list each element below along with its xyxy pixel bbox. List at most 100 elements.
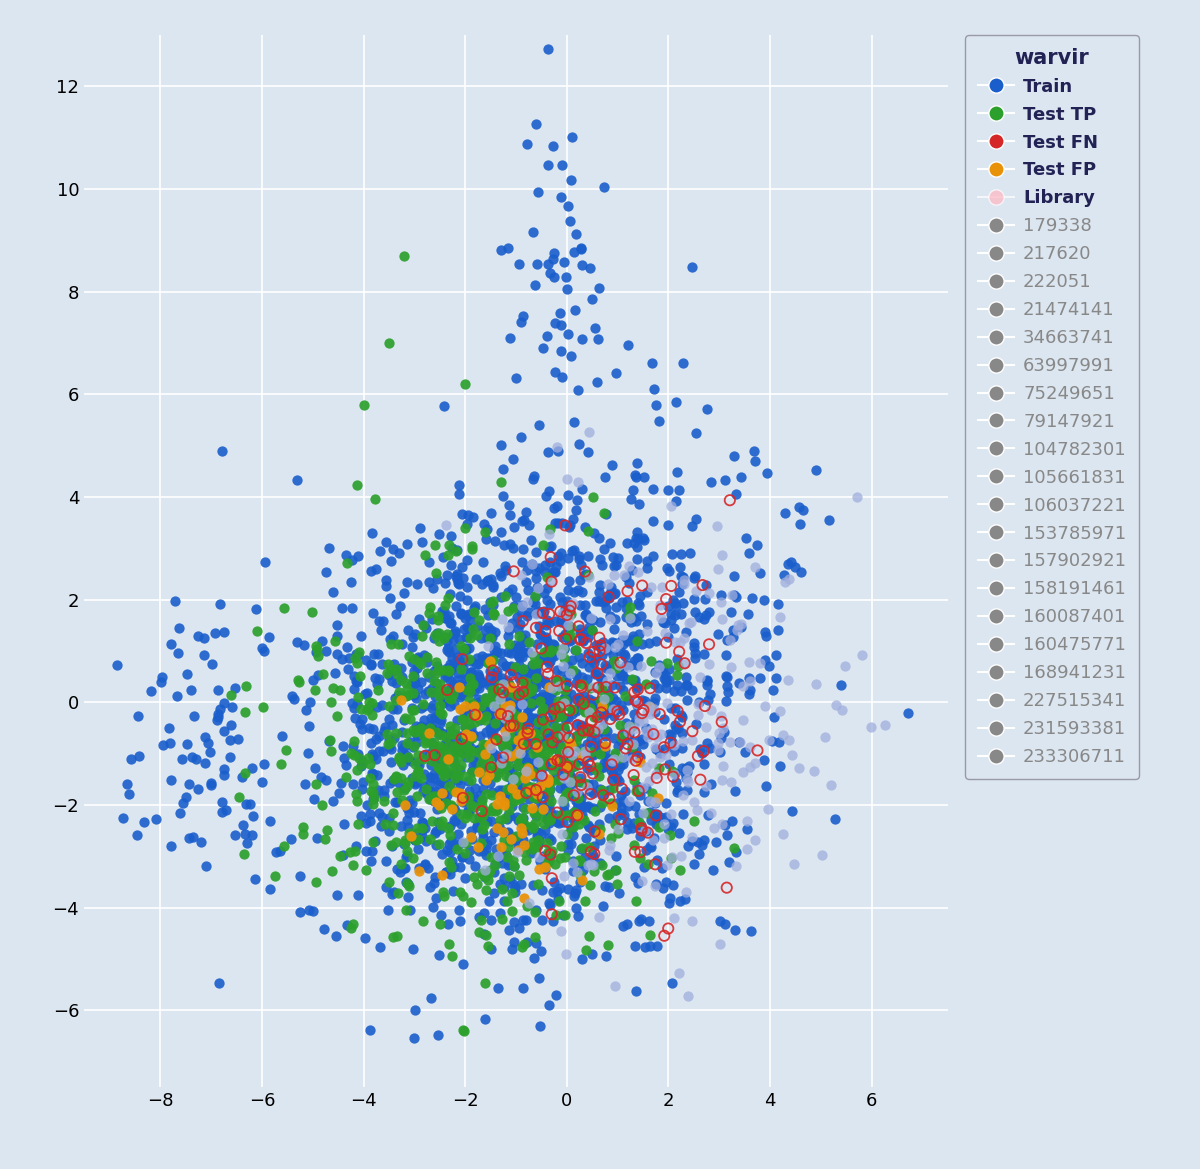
Point	[578, 547, 598, 566]
Point	[515, 732, 534, 750]
Point	[610, 705, 629, 724]
Point	[463, 725, 482, 743]
Point	[473, 796, 492, 815]
Point	[413, 818, 432, 837]
Point	[538, 699, 557, 718]
Point	[742, 921, 761, 940]
Point	[527, 618, 546, 637]
Point	[408, 658, 427, 677]
Point	[550, 749, 569, 768]
Point	[380, 589, 400, 608]
Point	[572, 256, 592, 275]
Point	[502, 779, 521, 797]
Point	[305, 789, 324, 808]
Point	[726, 920, 745, 939]
Point	[667, 676, 686, 694]
Point	[604, 634, 623, 652]
Point	[461, 707, 480, 726]
Point	[550, 672, 569, 691]
Point	[316, 830, 335, 849]
Point	[482, 682, 502, 700]
Point	[632, 635, 652, 653]
Point	[583, 845, 602, 864]
Point	[443, 539, 462, 558]
Point	[438, 736, 457, 755]
Point	[496, 683, 515, 701]
Point	[515, 816, 534, 835]
Point	[416, 780, 436, 798]
Point	[457, 704, 476, 722]
Point	[451, 815, 470, 833]
Point	[559, 325, 578, 344]
Point	[382, 836, 401, 855]
Point	[476, 802, 496, 821]
Point	[619, 791, 638, 810]
Point	[526, 710, 545, 728]
Point	[594, 720, 613, 739]
Point	[197, 857, 216, 876]
Point	[368, 781, 388, 800]
Point	[568, 715, 587, 734]
Point	[528, 838, 547, 857]
Point	[553, 606, 572, 624]
Point	[606, 692, 625, 711]
Point	[672, 575, 691, 594]
Point	[628, 523, 647, 541]
Point	[526, 671, 545, 690]
Point	[530, 624, 550, 643]
Point	[541, 770, 560, 789]
Point	[376, 718, 395, 736]
Point	[625, 936, 644, 955]
Point	[565, 300, 584, 319]
Point	[464, 867, 484, 886]
Point	[527, 781, 546, 800]
Point	[476, 530, 496, 548]
Point	[538, 794, 557, 812]
Point	[726, 588, 745, 607]
Point	[498, 713, 517, 732]
Point	[698, 691, 718, 710]
Point	[398, 621, 418, 639]
Point	[516, 850, 535, 869]
Point	[529, 712, 548, 731]
Point	[328, 616, 347, 635]
Point	[424, 789, 443, 808]
Point	[643, 512, 662, 531]
Point	[623, 561, 642, 580]
Point	[508, 776, 527, 795]
Point	[484, 823, 503, 842]
Point	[494, 535, 514, 554]
Point	[529, 831, 548, 850]
Point	[382, 659, 401, 678]
Point	[576, 703, 595, 721]
Point	[430, 725, 449, 743]
Point	[600, 781, 619, 800]
Point	[583, 489, 602, 507]
Point	[490, 787, 509, 805]
Point	[613, 793, 632, 811]
Point	[431, 747, 450, 766]
Point	[724, 839, 743, 858]
Point	[497, 711, 516, 729]
Point	[835, 657, 854, 676]
Point	[431, 772, 450, 790]
Point	[530, 692, 550, 711]
Point	[757, 627, 776, 645]
Point	[398, 874, 418, 893]
Point	[571, 768, 590, 787]
Point	[395, 859, 414, 878]
Point	[685, 649, 704, 667]
Point	[571, 624, 590, 643]
Point	[559, 518, 578, 537]
Point	[448, 824, 467, 843]
Point	[541, 643, 560, 662]
Point	[624, 814, 643, 832]
Point	[460, 691, 479, 710]
Point	[398, 534, 418, 553]
Point	[476, 880, 496, 899]
Point	[500, 719, 520, 738]
Point	[587, 592, 606, 610]
Point	[443, 649, 462, 667]
Point	[450, 685, 469, 704]
Point	[625, 770, 644, 789]
